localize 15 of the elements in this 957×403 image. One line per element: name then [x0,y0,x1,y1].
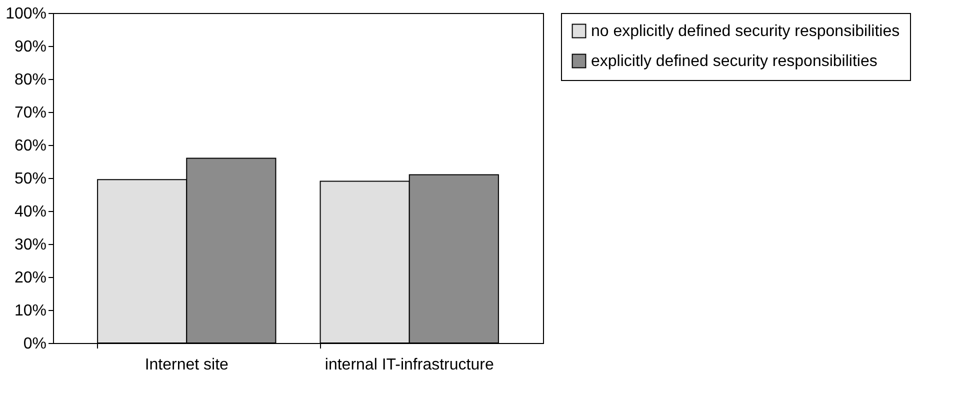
y-tick-label: 20% [14,270,46,286]
legend-label: explicitly defined security responsibilities [591,53,878,70]
y-tick-label: 100% [6,6,46,22]
y-tick-label: 50% [14,170,46,188]
y-tick-label: 40% [14,204,46,220]
y-tick-label: 80% [14,72,46,88]
y-tick-label: 70% [14,104,46,122]
y-tick-label: 90% [14,38,46,56]
y-tick-label: 60% [14,138,46,154]
legend-label: no explicitly defined security responsibilities [591,23,900,40]
x-tick-label: internal IT-infrastructure [324,356,494,374]
y-tick-label: 0% [23,336,46,352]
y-tick-label: 10% [14,302,46,320]
y-tick-label: 30% [14,236,46,254]
x-tick-label: Internet site [144,356,229,374]
